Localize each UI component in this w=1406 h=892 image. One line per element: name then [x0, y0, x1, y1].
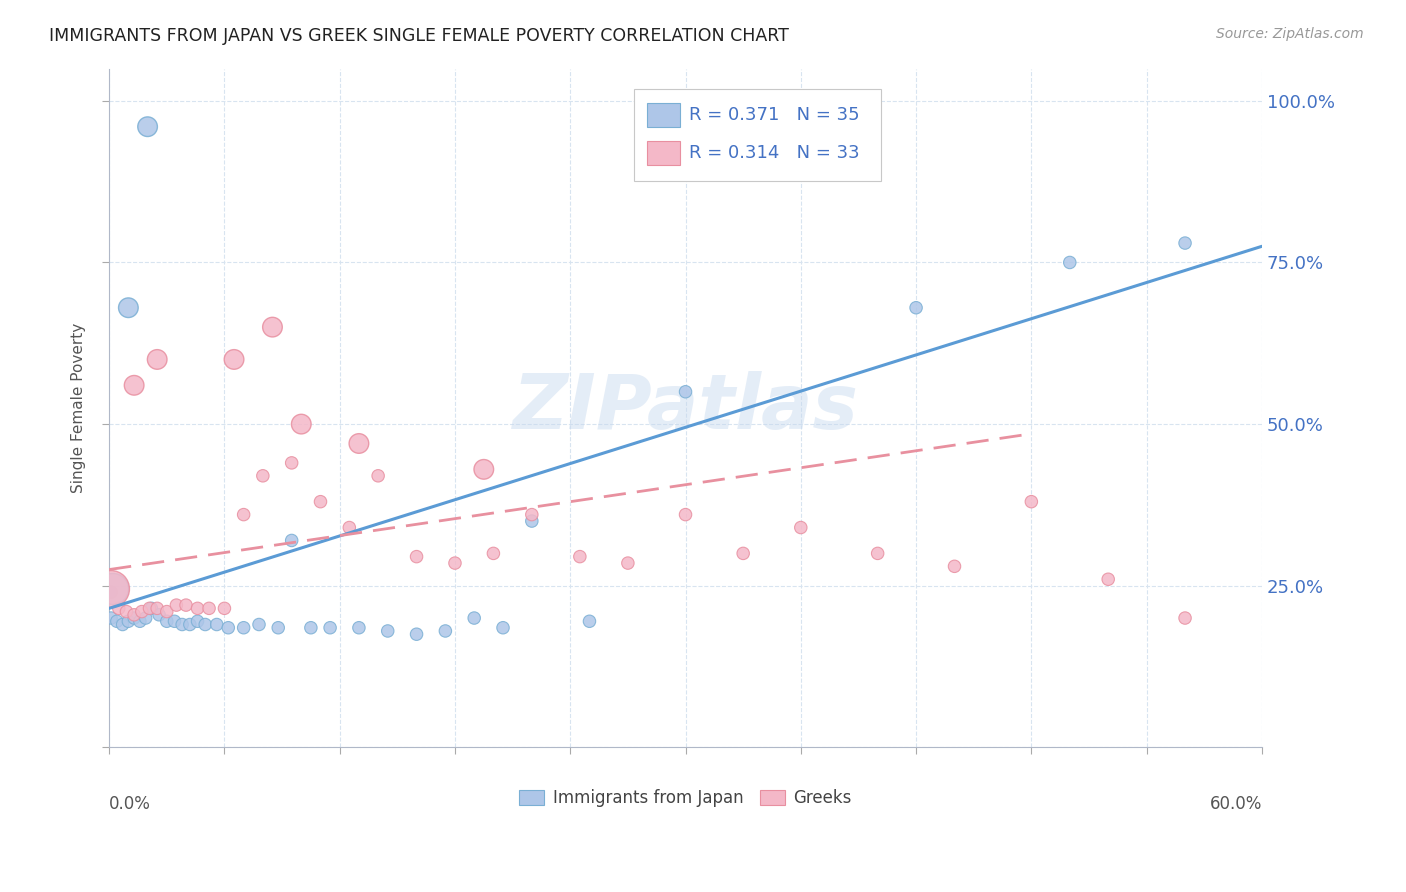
Point: [222, 352, 245, 367]
Point: [148, 607, 170, 622]
FancyBboxPatch shape: [648, 142, 679, 165]
Text: R = 0.314   N = 33: R = 0.314 N = 33: [689, 145, 859, 162]
Point: [520, 514, 543, 528]
Point: [194, 617, 217, 632]
Point: [100, 611, 122, 625]
Point: [319, 621, 342, 635]
Point: [1174, 611, 1197, 625]
Point: [122, 607, 145, 622]
Y-axis label: Single Female Poverty: Single Female Poverty: [72, 323, 86, 493]
Point: [377, 624, 399, 638]
Point: [578, 614, 600, 628]
Point: [290, 417, 312, 431]
Point: [866, 546, 889, 560]
Point: [117, 614, 139, 628]
Point: [280, 456, 302, 470]
Text: Source: ZipAtlas.com: Source: ZipAtlas.com: [1216, 27, 1364, 41]
Point: [128, 614, 150, 628]
Point: [463, 611, 485, 625]
Point: [156, 614, 179, 628]
Point: [138, 601, 160, 615]
Point: [520, 508, 543, 522]
Point: [367, 468, 389, 483]
Point: [122, 378, 145, 392]
Text: 0.0%: 0.0%: [110, 795, 150, 813]
Point: [135, 611, 157, 625]
Point: [117, 301, 139, 315]
Point: [179, 617, 201, 632]
Point: [146, 601, 169, 615]
Point: [472, 462, 495, 476]
Point: [156, 605, 179, 619]
Point: [252, 468, 274, 483]
Point: [347, 621, 370, 635]
Point: [122, 611, 145, 625]
Point: [309, 494, 332, 508]
Point: [1097, 572, 1119, 586]
Point: [262, 320, 284, 334]
Point: [1174, 236, 1197, 251]
Legend: Immigrants from Japan, Greeks: Immigrants from Japan, Greeks: [513, 782, 858, 814]
Point: [100, 582, 122, 596]
FancyBboxPatch shape: [634, 89, 882, 180]
Point: [100, 585, 122, 599]
Point: [733, 546, 755, 560]
Point: [163, 614, 186, 628]
Point: [675, 508, 697, 522]
Point: [280, 533, 302, 548]
Point: [165, 598, 187, 612]
Point: [101, 582, 124, 596]
Point: [172, 617, 194, 632]
Point: [217, 621, 239, 635]
Point: [482, 546, 505, 560]
Point: [131, 605, 153, 619]
Point: [174, 598, 197, 612]
Point: [444, 556, 467, 570]
Point: [1021, 494, 1043, 508]
Point: [214, 601, 236, 615]
Point: [205, 617, 228, 632]
Point: [790, 520, 813, 534]
Point: [405, 549, 427, 564]
FancyBboxPatch shape: [648, 103, 679, 127]
Point: [492, 621, 515, 635]
Point: [434, 624, 457, 638]
Text: R = 0.371   N = 35: R = 0.371 N = 35: [689, 105, 859, 124]
Point: [186, 601, 208, 615]
Text: IMMIGRANTS FROM JAPAN VS GREEK SINGLE FEMALE POVERTY CORRELATION CHART: IMMIGRANTS FROM JAPAN VS GREEK SINGLE FE…: [49, 27, 789, 45]
Point: [617, 556, 640, 570]
Point: [347, 436, 370, 450]
Point: [1059, 255, 1081, 269]
Point: [111, 617, 134, 632]
Point: [136, 120, 159, 134]
Point: [232, 508, 254, 522]
Point: [675, 384, 697, 399]
Point: [115, 605, 138, 619]
Point: [105, 614, 128, 628]
Point: [267, 621, 290, 635]
Point: [198, 601, 221, 615]
Point: [247, 617, 270, 632]
Point: [568, 549, 591, 564]
Point: [337, 520, 360, 534]
Point: [405, 627, 427, 641]
Point: [146, 352, 169, 367]
Point: [232, 621, 254, 635]
Point: [943, 559, 966, 574]
Point: [186, 614, 208, 628]
Text: ZIPatlas: ZIPatlas: [513, 371, 859, 445]
Point: [905, 301, 928, 315]
Point: [107, 601, 129, 615]
Point: [141, 601, 163, 615]
Point: [299, 621, 322, 635]
Text: 60.0%: 60.0%: [1209, 795, 1263, 813]
